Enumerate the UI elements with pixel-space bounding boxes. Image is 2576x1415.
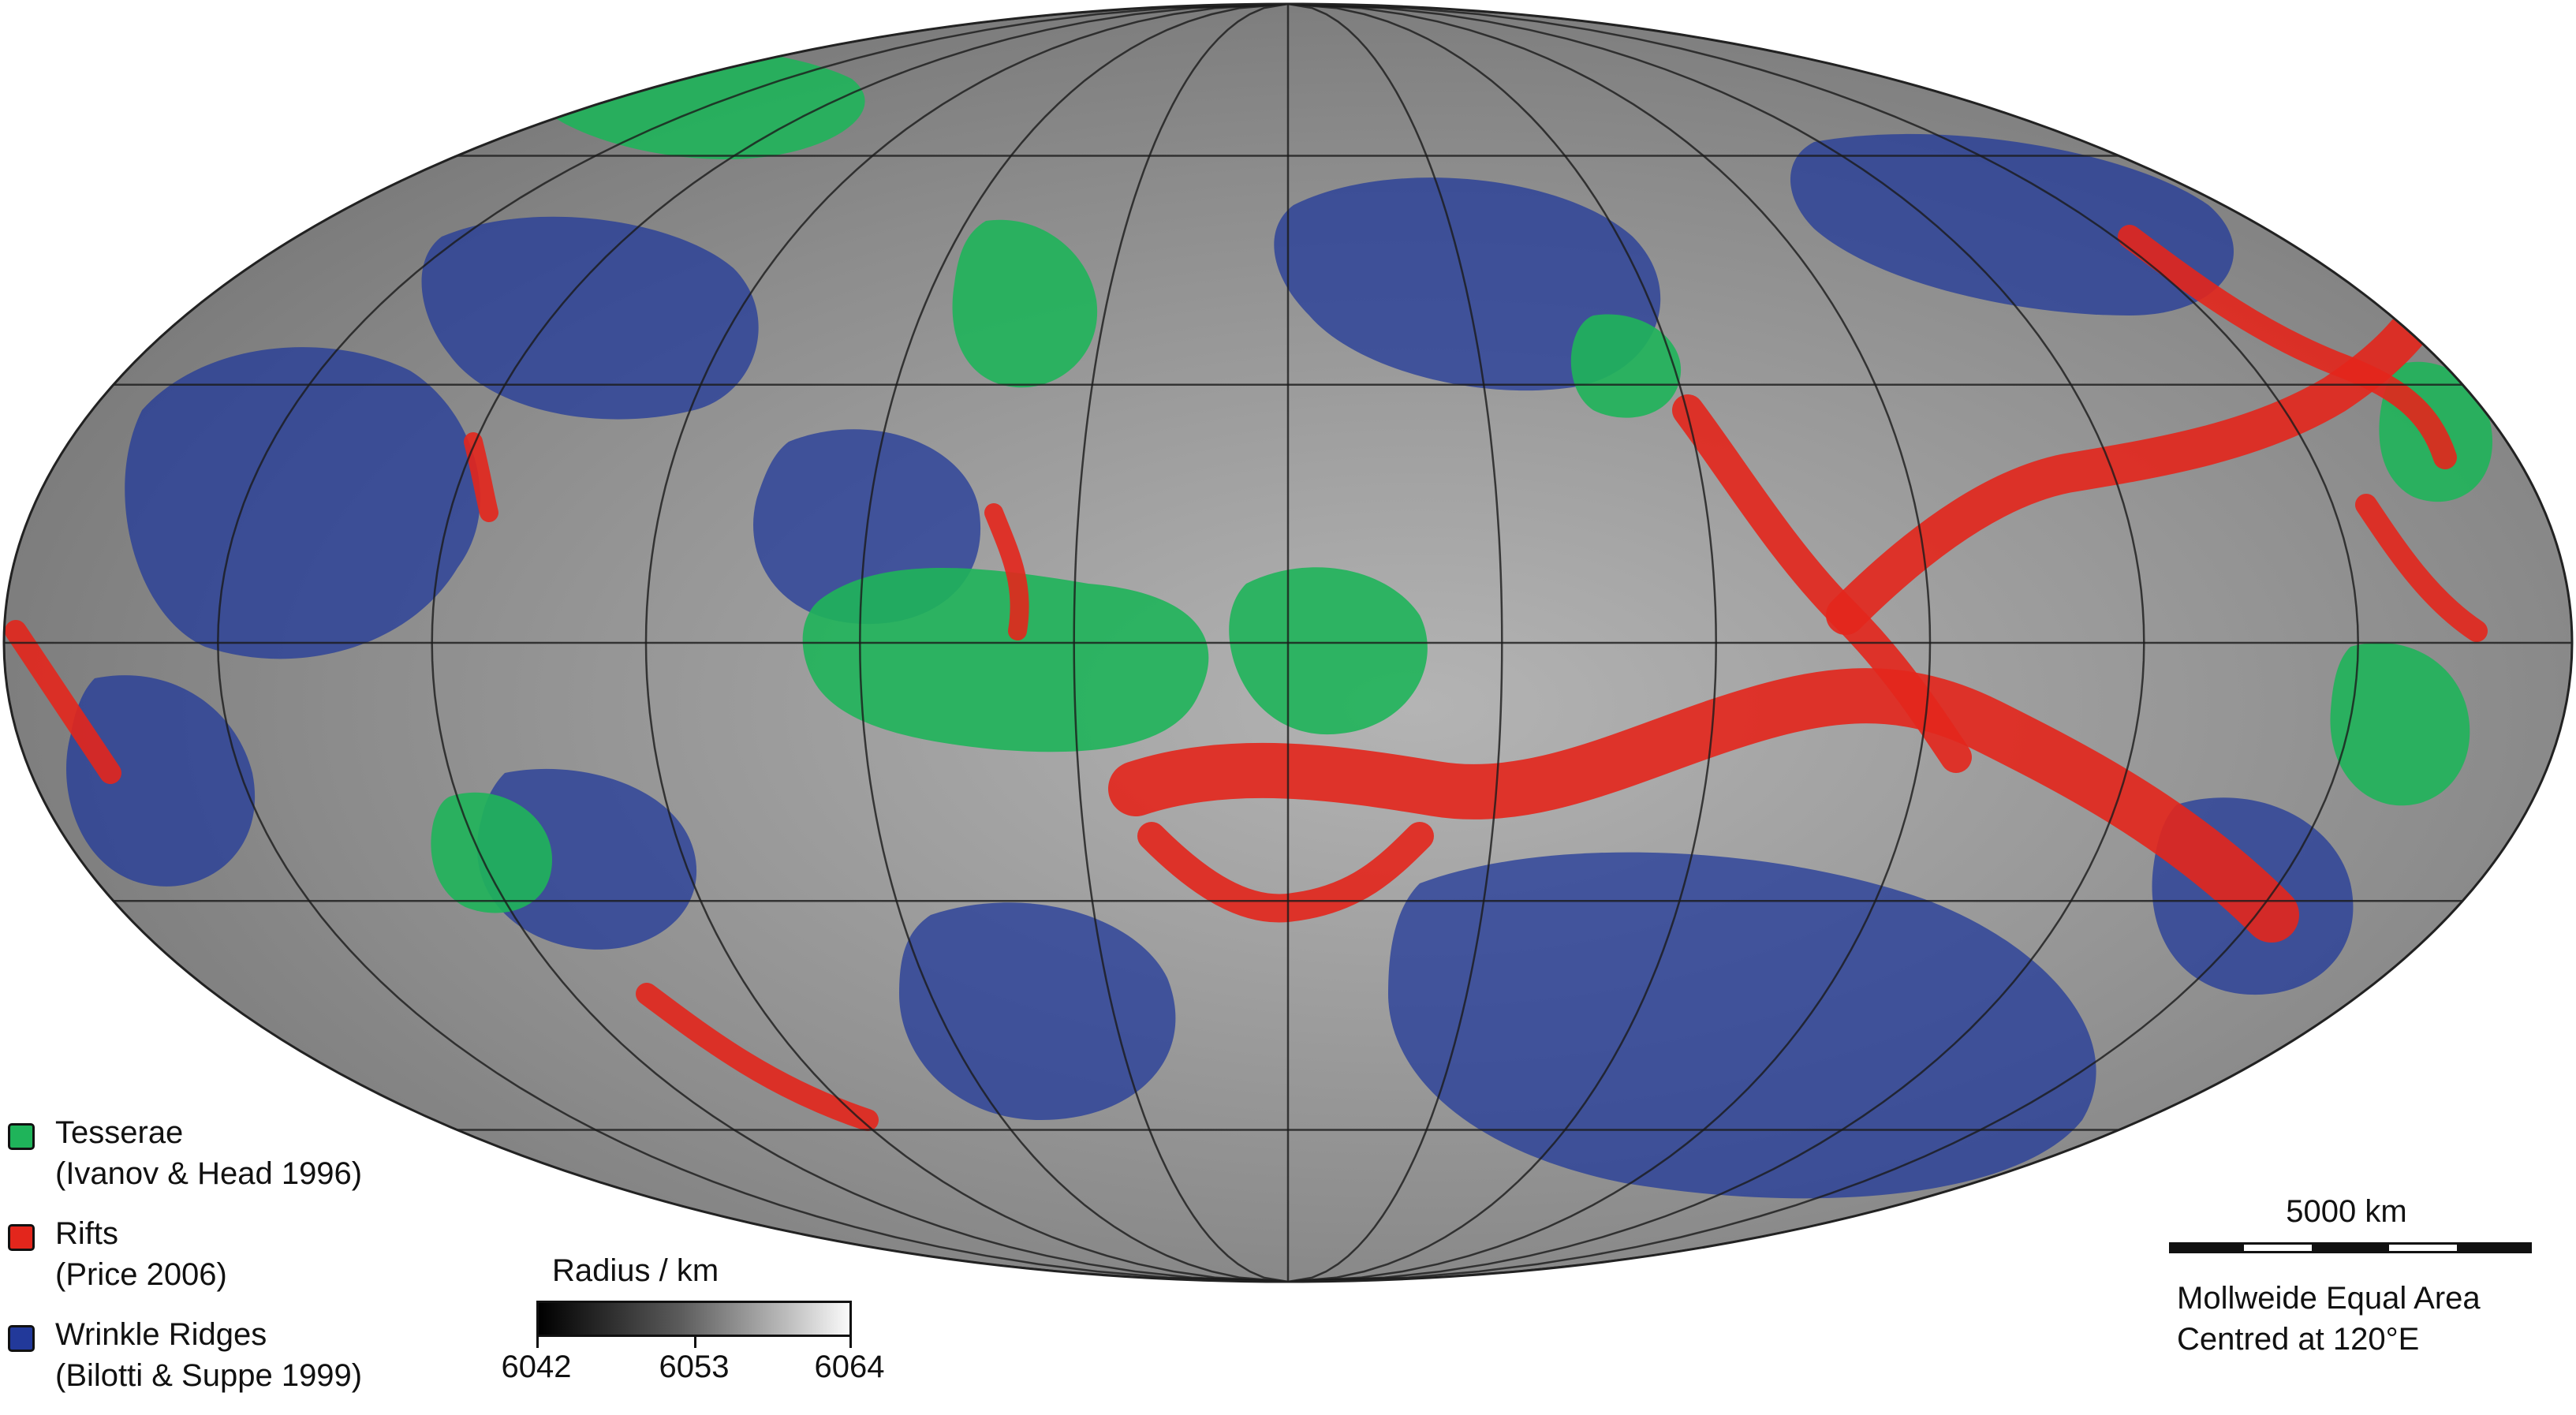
ridge-region [66,675,256,887]
legend-item-tesserae: Tesserae (Ivanov & Head 1996) [8,1112,450,1213]
scale-segment [2314,1242,2387,1253]
colorbar-tick-label: 6053 [659,1350,730,1384]
legend-label: Rifts (Price 2006) [55,1213,227,1295]
rift-belt [5,620,121,784]
colorbar-tick-label: 6042 [501,1350,572,1384]
tessera-region [952,219,1098,388]
rift-belt [1137,822,1434,923]
legend-citation: (Bilotti & Suppe 1999) [55,1358,363,1393]
legend-citation: (Price 2006) [55,1257,227,1292]
scale-segment [2459,1242,2532,1253]
projection-centre: Centred at 120°E [2177,1322,2420,1357]
colorbar-gradient [536,1301,852,1337]
rift-belt [1108,668,2299,943]
legend-title: Rifts [55,1216,118,1251]
scale-segment [2169,1242,2242,1253]
colorbar-title: Radius / km [552,1253,719,1288]
map-surface [4,4,2572,1282]
rifts-layer [5,225,2488,1131]
scale-segment [2242,1242,2314,1253]
legend-title: Wrinkle Ridges [55,1317,267,1352]
radius-colorbar: Radius / km 6042 6053 6064 [489,1250,899,1392]
legend-label: Tesserae (Ivanov & Head 1996) [55,1112,362,1194]
legend-citation: (Ivanov & Head 1996) [55,1156,363,1191]
colorbar-tick [694,1337,696,1348]
rift-belt [636,983,879,1131]
ridge-region [1790,133,2234,315]
legend-label: Wrinkle Ridges (Bilotti & Suppe 1999) [55,1314,362,1396]
tessera-region [2330,642,2470,806]
rift-belt [2355,494,2488,642]
rift-belt [2118,225,2457,469]
scale-bar [2169,1242,2532,1253]
legend-item-rifts: Rifts (Price 2006) [8,1213,450,1314]
colorbar-tick [849,1337,852,1348]
ridge-region [476,768,697,950]
scale-label: 5000 km [2286,1194,2407,1229]
ridge-region [421,216,759,420]
tessera-region [802,568,1209,752]
scale-block: 5000 km Mollweide Equal Area Centred at … [2161,1191,2571,1396]
map-outline [2,2,2574,1283]
ridge-region [1274,177,1661,391]
projection-name: Mollweide Equal Area [2177,1281,2481,1316]
tessera-region [431,792,552,913]
colorbar-tick [536,1337,539,1348]
ridge-region [1388,852,2096,1199]
rift-belt [1672,394,1972,773]
scale-segment [2387,1242,2459,1253]
rift-belt [1826,280,2449,635]
ridge-region [125,347,480,659]
legend-swatch-tesserae [8,1123,35,1150]
tessera-region [1229,567,1428,735]
rift-belt [464,432,498,522]
legend: Tesserae (Ivanov & Head 1996) Rifts (Pri… [8,1112,450,1415]
rift-belt [984,503,1029,640]
colorbar-tick-label: 6064 [814,1350,885,1384]
legend-item-wrinkle-ridges: Wrinkle Ridges (Bilotti & Suppe 1999) [8,1314,450,1415]
legend-title: Tesserae [55,1115,184,1150]
legend-swatch-rifts [8,1224,35,1251]
tessera-region [1570,314,1682,418]
legend-swatch-wrinkle-ridges [8,1325,35,1352]
